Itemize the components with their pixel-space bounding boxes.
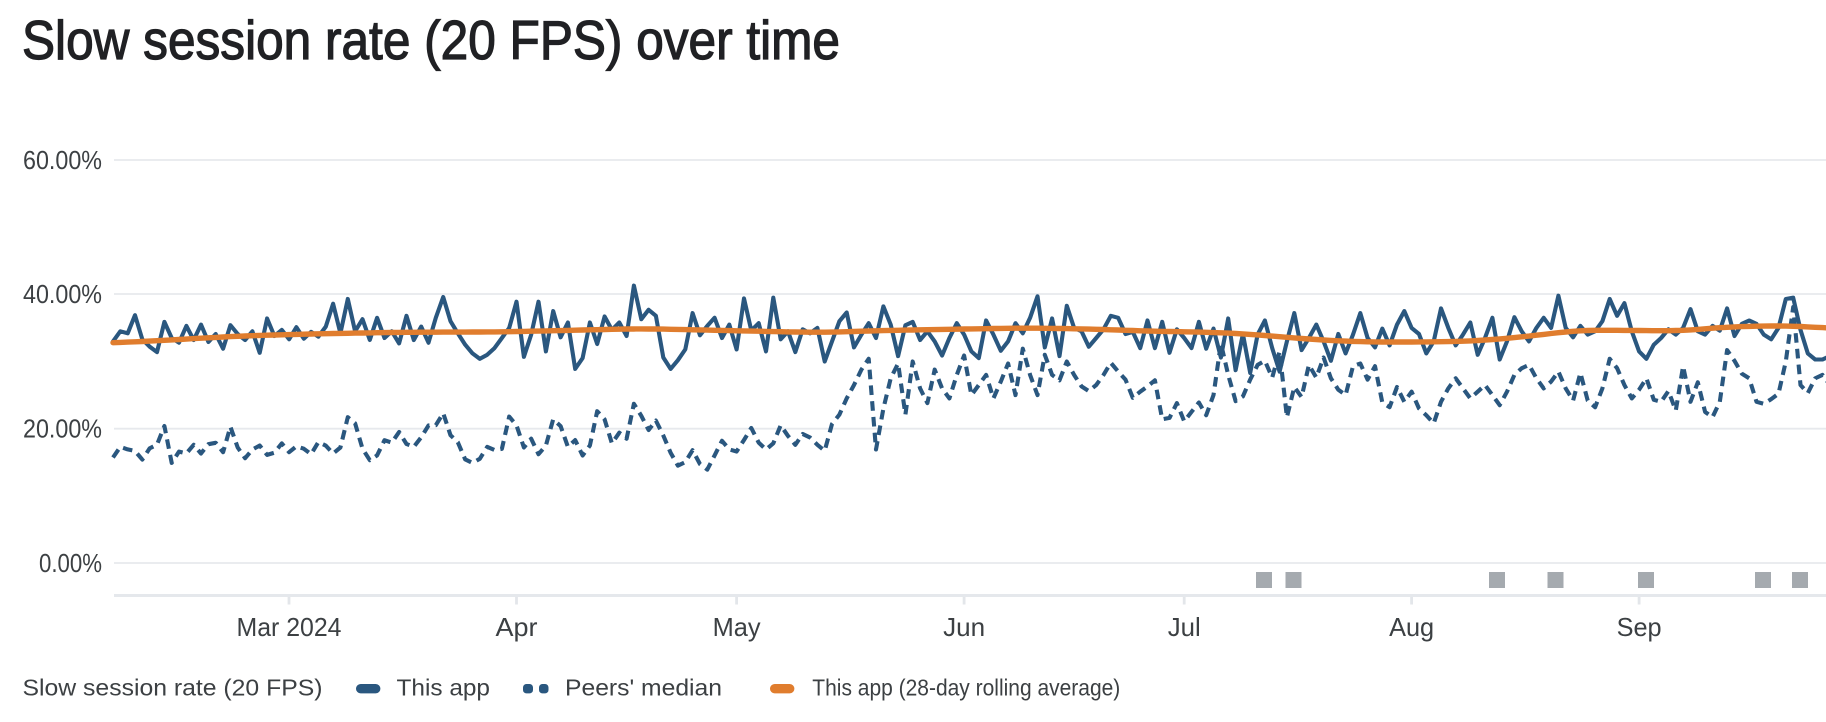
svg-text:Slow session rate (20 FPS): Slow session rate (20 FPS) — [23, 675, 323, 701]
svg-text:Peers' median: Peers' median — [565, 675, 722, 701]
svg-text:Aug: Aug — [1389, 612, 1434, 642]
svg-text:Jul: Jul — [1168, 612, 1201, 642]
svg-text:This app (28-day rolling avera: This app (28-day rolling average) — [812, 675, 1120, 701]
svg-text:40.00%: 40.00% — [23, 281, 102, 309]
svg-text:60.00%: 60.00% — [23, 147, 102, 175]
svg-text:Sep: Sep — [1617, 612, 1662, 642]
svg-text:20.00%: 20.00% — [23, 416, 102, 444]
svg-text:This app: This app — [397, 675, 491, 701]
svg-text:0.00%: 0.00% — [39, 550, 102, 578]
svg-text:Mar 2024: Mar 2024 — [237, 612, 342, 642]
svg-text:May: May — [713, 612, 761, 642]
svg-text:Apr: Apr — [496, 612, 538, 642]
svg-text:Jun: Jun — [943, 612, 985, 642]
svg-text:Slow session rate (20 FPS) ove: Slow session rate (20 FPS) over time — [22, 9, 840, 71]
